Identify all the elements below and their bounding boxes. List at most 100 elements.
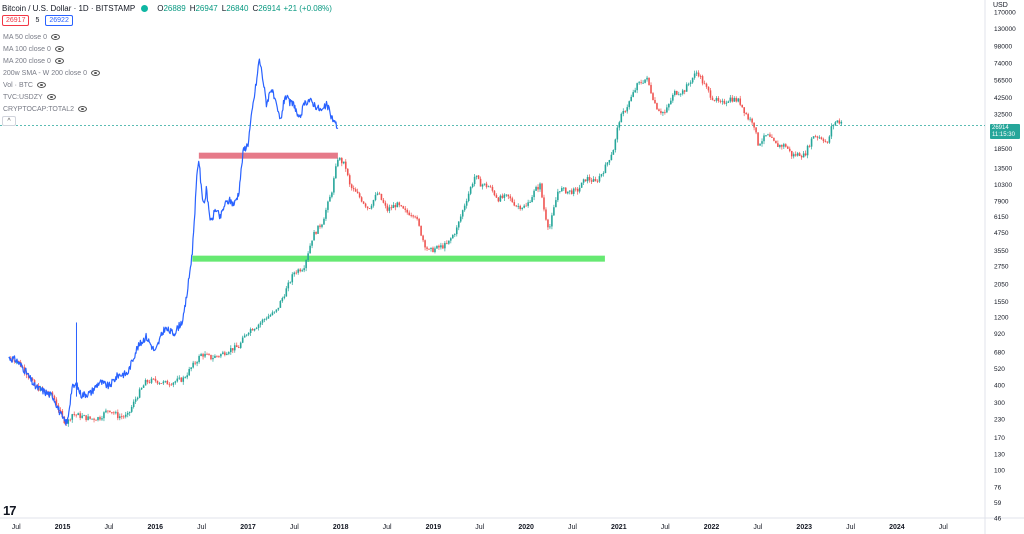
candle-body — [507, 194, 510, 197]
candle-body — [547, 219, 549, 228]
y-tick-label: 2750 — [994, 264, 1009, 271]
candle-body — [459, 216, 462, 222]
candle-body — [228, 352, 230, 354]
candle-body — [834, 122, 837, 125]
candle-body — [224, 352, 226, 355]
candle-body — [97, 417, 99, 421]
candle-body — [331, 192, 333, 197]
x-tick-label: 2022 — [704, 524, 720, 531]
candle-body — [305, 260, 307, 269]
x-tick-label: 2015 — [55, 524, 71, 531]
candle-body — [683, 90, 686, 92]
candle-body — [541, 183, 543, 198]
candle-body — [626, 107, 629, 112]
candle-body — [81, 415, 83, 418]
candle-body — [182, 377, 185, 382]
indicator-item[interactable]: MA 100 close 0 — [3, 43, 100, 55]
candle-body — [218, 356, 220, 357]
x-tick-label: 2018 — [333, 524, 349, 531]
candle-body — [430, 247, 432, 250]
indicator-item[interactable]: TVC:USDZY — [3, 91, 100, 103]
candle-body — [184, 377, 187, 379]
candle-body — [646, 77, 648, 80]
candle-body — [723, 100, 726, 104]
candle-body — [200, 354, 202, 356]
candle-body — [263, 319, 266, 320]
buy-button[interactable]: 26922 — [45, 15, 73, 26]
candle-body — [826, 141, 829, 143]
candle-body — [771, 136, 773, 138]
candle-body — [261, 319, 264, 323]
candle-body — [493, 190, 496, 196]
x-tick-label: 2017 — [240, 524, 256, 531]
eye-icon[interactable] — [54, 46, 64, 52]
candle-body — [636, 83, 638, 91]
indicator-item[interactable]: 200w SMA - W 200 close 0 — [3, 67, 101, 79]
candle-body — [214, 355, 216, 358]
candle-body — [404, 208, 407, 210]
eye-icon[interactable] — [36, 82, 46, 88]
candle-body — [767, 134, 769, 136]
candle-body — [190, 367, 192, 370]
candle-body — [398, 202, 401, 206]
indicator-item[interactable]: Vol · BTC — [3, 79, 100, 91]
currency-unit[interactable]: USD — [993, 2, 1008, 9]
candle-body — [186, 375, 188, 378]
candle-body — [529, 202, 531, 203]
candle-body — [329, 196, 331, 202]
candle-body — [604, 164, 607, 174]
candle-body — [319, 225, 321, 227]
eye-icon[interactable] — [46, 94, 56, 100]
candle-body — [457, 221, 460, 228]
candle-body — [109, 410, 111, 413]
candle-body — [321, 224, 323, 227]
candle-body — [563, 187, 565, 189]
candle-body — [130, 406, 133, 412]
candle-body — [564, 187, 567, 194]
candle-body — [685, 84, 688, 92]
candle-body — [140, 387, 143, 390]
candle-body — [146, 379, 149, 383]
eye-icon[interactable] — [54, 58, 64, 64]
y-tick-label: 74000 — [994, 61, 1012, 68]
indicator-label: CRYPTOCAP:TOTAL2 — [3, 105, 75, 113]
indicator-item[interactable]: CRYPTOCAP:TOTAL2 — [3, 103, 100, 115]
spread-value: 5 — [35, 17, 40, 24]
eye-icon[interactable] — [91, 70, 101, 76]
candle-body — [432, 247, 434, 253]
candle-body — [416, 217, 418, 219]
collapse-legend-button[interactable]: ^ — [2, 116, 16, 126]
y-tick-label: 100 — [994, 468, 1005, 475]
x-tick-label: Jul — [568, 524, 577, 531]
candle-body — [438, 245, 440, 248]
candle-body — [220, 354, 222, 357]
candle-body — [755, 127, 757, 133]
candle-body — [388, 207, 391, 211]
indicator-item[interactable]: MA 200 close 0 — [3, 55, 100, 67]
tradingview-logo[interactable]: 17 — [3, 503, 17, 518]
candle-body — [715, 98, 718, 101]
candle-body — [509, 196, 512, 199]
eye-icon[interactable] — [78, 106, 88, 112]
candle-body — [75, 414, 77, 416]
candle-body — [136, 397, 139, 400]
candle-body — [721, 100, 724, 102]
candle-body — [572, 188, 575, 194]
y-tick-label: 170000 — [994, 10, 1016, 17]
candle-body — [83, 415, 85, 417]
indicator-item[interactable]: MA 50 close 0 — [3, 31, 100, 43]
eye-icon[interactable] — [50, 34, 60, 40]
sell-button[interactable]: 26917 — [2, 15, 30, 26]
high-label: H — [189, 3, 196, 13]
candle-body — [525, 205, 527, 207]
symbol-title[interactable]: Bitcoin / U.S. Dollar · 1D · BITSTAMP — [2, 3, 136, 13]
candle-body — [307, 253, 309, 261]
candle-body — [800, 156, 803, 158]
candle-body — [739, 98, 742, 105]
candle-body — [384, 202, 387, 206]
candle-body — [342, 161, 345, 164]
candle-body — [428, 248, 430, 250]
candle-body — [600, 174, 603, 177]
